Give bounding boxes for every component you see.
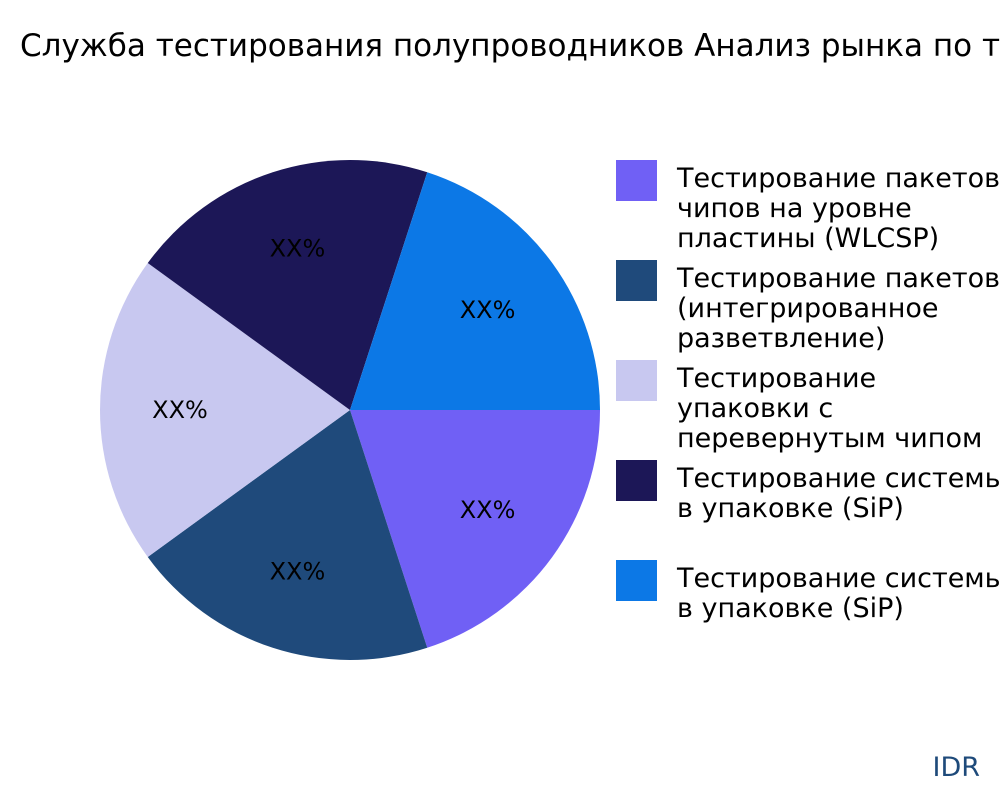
legend-label: Тестирование пакетов чипов на уровне пла…: [677, 163, 1000, 254]
legend-item-3[interactable]: Тестирование упаковки с перевернутым чип…: [616, 360, 1000, 460]
legend-swatch: [616, 360, 657, 401]
legend-swatch: [616, 460, 657, 501]
legend-label: Тестирование системы в упаковке (SiP): [677, 563, 1000, 624]
legend-label: Тестирование пакетов (интегрированное ра…: [677, 263, 1000, 354]
pie-slice-4: [147, 160, 428, 410]
pie-slice-3: [100, 263, 350, 557]
pie-slice-1: [350, 410, 600, 648]
legend-item-5[interactable]: Тестирование системы в упаковке (SiP): [616, 560, 1000, 660]
slice-data-label-1: XX%: [460, 496, 516, 524]
legend-swatch: [616, 560, 657, 601]
legend-item-4[interactable]: Тестирование системы в упаковке (SiP): [616, 460, 1000, 560]
legend-swatch: [616, 260, 657, 301]
legend-item-2[interactable]: Тестирование пакетов (интегрированное ра…: [616, 260, 1000, 360]
legend-swatch: [616, 160, 657, 201]
watermark-logo: IDR: [932, 752, 980, 783]
slice-data-label-3: XX%: [152, 396, 208, 424]
slice-data-label-4: XX%: [270, 234, 326, 262]
pie-slice-5: [350, 172, 600, 410]
chart-title: Служба тестирования полупроводников Анал…: [20, 28, 1000, 64]
pie-slice-2: [147, 410, 428, 660]
slice-data-label-2: XX%: [270, 558, 326, 586]
legend-item-1[interactable]: Тестирование пакетов чипов на уровне пла…: [616, 160, 1000, 260]
legend-label: Тестирование упаковки с перевернутым чип…: [677, 363, 983, 454]
slice-data-label-5: XX%: [460, 296, 516, 324]
legend-label: Тестирование системы в упаковке (SiP): [677, 463, 1000, 524]
